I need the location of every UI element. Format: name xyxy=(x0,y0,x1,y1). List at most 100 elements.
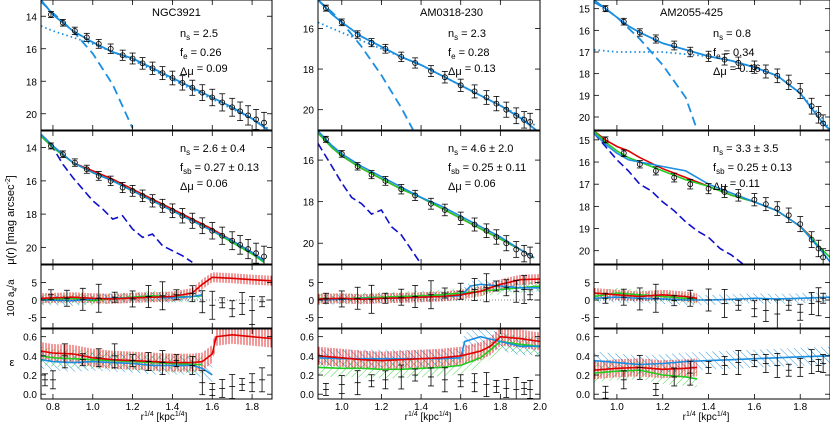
data-marker xyxy=(71,27,78,34)
xlabel-panel-2: r1/4 [kpc1/4] xyxy=(405,411,452,423)
data-point xyxy=(735,56,742,70)
y-tick-label: 15 xyxy=(579,136,591,147)
data-marker xyxy=(199,222,206,229)
data-point xyxy=(620,370,627,390)
data-point xyxy=(735,189,742,202)
ylabel-a4: 100 a4/a xyxy=(6,279,19,317)
data-marker xyxy=(721,56,728,63)
data-point xyxy=(797,216,804,233)
data-point xyxy=(259,367,266,393)
panel-frame xyxy=(40,328,273,400)
data-marker xyxy=(493,100,500,107)
data-point xyxy=(785,299,792,311)
ylabel-ellipticity: ε xyxy=(10,357,15,369)
data-marker xyxy=(652,36,659,42)
data-point xyxy=(751,300,758,318)
param-top-0-2: Δμ = 0.09 xyxy=(180,63,228,78)
x-tick-label: 1.2 xyxy=(374,402,388,413)
y-tick-label: 16 xyxy=(579,26,591,37)
halpha-profile-line xyxy=(318,143,422,264)
total-model-line xyxy=(41,0,269,130)
data-point xyxy=(189,212,196,229)
panel-frame xyxy=(593,0,830,131)
data-marker xyxy=(338,150,345,157)
data-marker xyxy=(735,192,742,199)
data-point xyxy=(705,183,712,195)
data-marker xyxy=(83,166,90,173)
data-point xyxy=(139,57,146,70)
param-top-1-0: ns = 2.3 xyxy=(448,28,486,42)
y-tick-label: 0.0 xyxy=(576,390,590,401)
data-point xyxy=(229,374,236,399)
data-marker xyxy=(493,234,500,240)
data-point xyxy=(354,30,361,39)
data-point xyxy=(652,283,659,313)
data-point xyxy=(249,296,256,325)
data-point xyxy=(457,282,464,300)
data-point xyxy=(83,164,90,174)
data-marker xyxy=(245,246,252,252)
data-point xyxy=(219,379,226,398)
data-marker xyxy=(428,68,434,74)
panel-frame xyxy=(40,0,273,131)
data-marker xyxy=(797,221,804,228)
data-marker xyxy=(398,186,405,193)
bulge-component-line xyxy=(594,1,698,130)
data-point xyxy=(471,84,478,99)
data-point xyxy=(457,78,464,92)
y-tick-label: 5 xyxy=(308,279,314,290)
data-point xyxy=(245,238,252,260)
data-point xyxy=(671,172,678,183)
data-point xyxy=(129,52,136,65)
data-marker xyxy=(129,187,136,194)
param-mid-0-1: fsb = 0.27 ± 0.13 xyxy=(180,162,259,176)
data-point xyxy=(179,208,186,224)
data-point xyxy=(521,275,528,304)
param-top-2-1: fe = 0.34 xyxy=(713,47,754,61)
data-point xyxy=(652,383,659,396)
param-mid-2-1: fsb = 0.25 ± 0.13 xyxy=(713,162,792,176)
data-point xyxy=(503,279,510,297)
data-point xyxy=(173,289,180,301)
data-marker xyxy=(229,104,236,111)
data-point xyxy=(209,88,216,107)
data-point xyxy=(513,107,520,125)
data-point xyxy=(427,197,434,210)
param-top-2-0: ns = 0.8 xyxy=(713,28,751,42)
data-point xyxy=(671,295,678,307)
data-marker xyxy=(179,79,186,86)
data-marker xyxy=(671,174,678,181)
data-point xyxy=(751,193,758,207)
y-tick-label: 0.6 xyxy=(576,333,590,344)
data-point xyxy=(71,26,78,35)
plot-area-top-2 xyxy=(594,0,830,130)
data-point xyxy=(159,281,166,311)
data-marker xyxy=(705,53,712,60)
data-point xyxy=(602,385,609,399)
x-tick-label: 1.4 xyxy=(165,402,179,413)
data-point xyxy=(774,201,781,216)
data-point xyxy=(61,343,68,369)
data-point xyxy=(368,38,375,48)
data-marker xyxy=(48,11,54,18)
halpha-profile-line xyxy=(594,132,744,264)
data-point xyxy=(159,198,166,213)
data-point xyxy=(412,368,419,382)
y-tick-label: 16 xyxy=(26,177,38,188)
param-top-2-2: Δμ = 0.16 xyxy=(713,63,761,78)
galaxy-name: AM0318-230 xyxy=(420,7,483,19)
data-marker xyxy=(95,172,102,179)
data-point xyxy=(602,5,609,13)
data-marker xyxy=(483,94,490,101)
data-point xyxy=(219,297,226,309)
data-point xyxy=(368,170,375,180)
y-tick-label: 0.6 xyxy=(23,333,37,344)
y-tick-label: 20 xyxy=(303,106,315,117)
panel-frame xyxy=(317,130,541,265)
data-point xyxy=(129,290,136,308)
data-point xyxy=(79,287,86,311)
data-marker xyxy=(354,31,361,38)
x-tick-label: 1.8 xyxy=(493,402,507,413)
data-point xyxy=(493,95,500,112)
data-point xyxy=(111,291,118,303)
